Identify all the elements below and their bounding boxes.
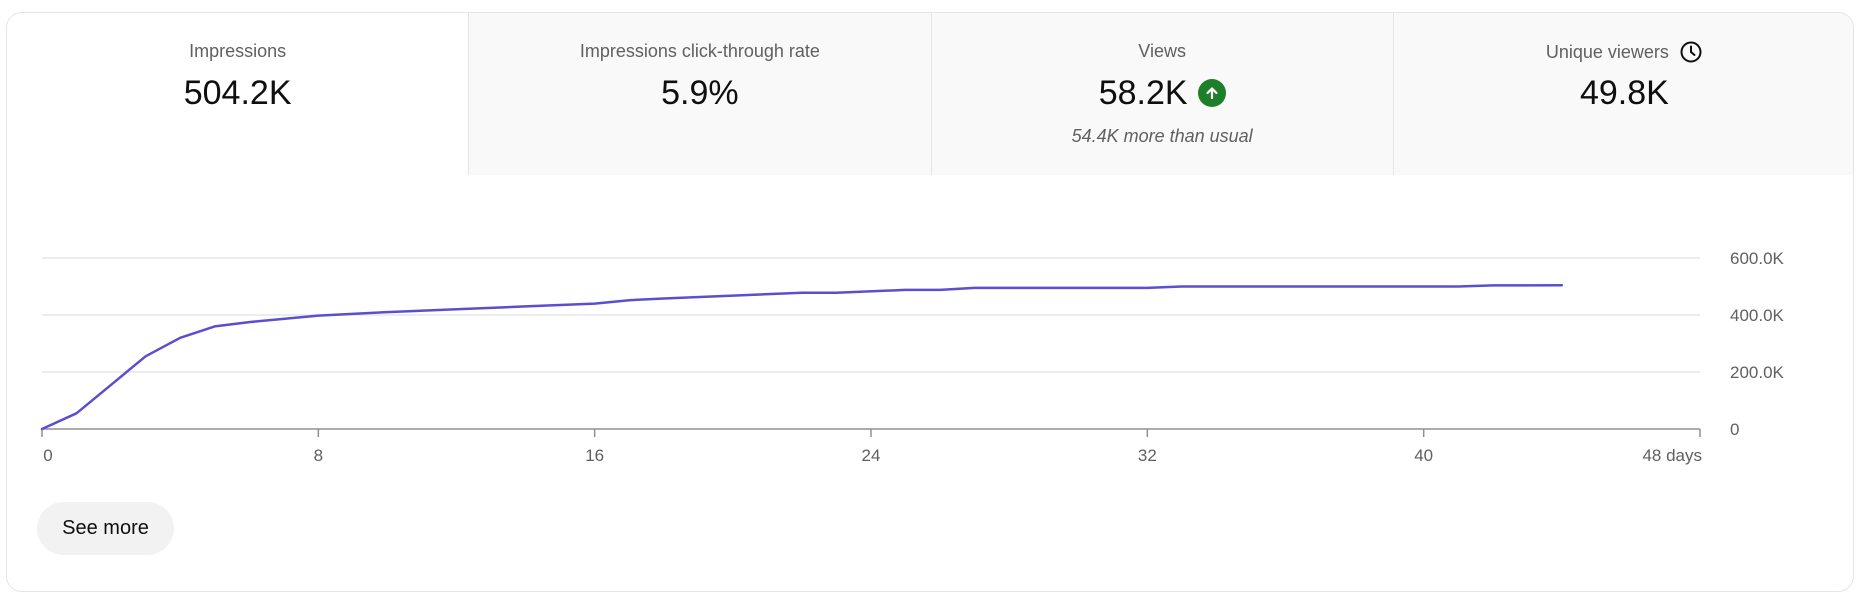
tab-views-comparison: 54.4K more than usual bbox=[1071, 126, 1253, 146]
tab-views-label: Views bbox=[1138, 41, 1186, 61]
clock-icon bbox=[1679, 40, 1703, 64]
tab-impressions-ctr-value: 5.9% bbox=[661, 74, 739, 112]
x-tick-label: 24 bbox=[862, 446, 881, 465]
tab-impressions-ctr-label: Impressions click-through rate bbox=[579, 41, 820, 61]
x-tick-label: 8 bbox=[314, 446, 323, 465]
tab-impressions-label: Impressions bbox=[189, 41, 287, 61]
grid-lines bbox=[42, 257, 1700, 430]
y-tick-label: 400.0K bbox=[1730, 306, 1785, 325]
y-axis-ticks: 0 200.0K 400.0K 600.0K bbox=[1730, 249, 1785, 439]
see-more-button[interactable]: See more bbox=[37, 502, 174, 555]
x-tick-label: 40 bbox=[1414, 446, 1433, 465]
tab-impressions-value: 504.2K bbox=[183, 74, 292, 112]
x-tick-label: 48 days bbox=[1642, 446, 1702, 465]
x-tick-label: 0 bbox=[43, 446, 52, 465]
tab-views[interactable]: Views 58.2K 54.4K more than usual bbox=[930, 13, 1393, 175]
metrics-card: Impressions 504.2K Impressions click-thr… bbox=[6, 12, 1854, 592]
y-tick-label: 0 bbox=[1730, 420, 1739, 439]
metric-tabs: Impressions 504.2K Impressions click-thr… bbox=[7, 13, 1853, 175]
x-tick-label: 32 bbox=[1138, 446, 1157, 465]
tab-unique-viewers[interactable]: Unique viewers 49.8K bbox=[1392, 13, 1853, 175]
tab-impressions[interactable]: Impressions 504.2K bbox=[7, 13, 469, 175]
impressions-series-line bbox=[40, 284, 1564, 431]
y-tick-label: 200.0K bbox=[1730, 363, 1785, 382]
x-axis-ticks: 0 8 16 24 32 40 48 days bbox=[41, 429, 1702, 465]
impressions-line-chart: 0 200.0K 400.0K 600.0K 0 8 16 24 32 40 48 days bbox=[40, 249, 1785, 465]
arrow-up-icon bbox=[1197, 79, 1226, 107]
y-tick-label: 600.0K bbox=[1730, 249, 1785, 268]
tab-impressions-ctr[interactable]: Impressions click-through rate 5.9% bbox=[468, 13, 931, 175]
tab-unique-viewers-value: 49.8K bbox=[1579, 74, 1669, 112]
tab-views-value: 58.2K bbox=[1098, 74, 1188, 112]
x-tick-label: 16 bbox=[585, 446, 604, 465]
tab-unique-viewers-label: Unique viewers bbox=[1545, 42, 1669, 62]
